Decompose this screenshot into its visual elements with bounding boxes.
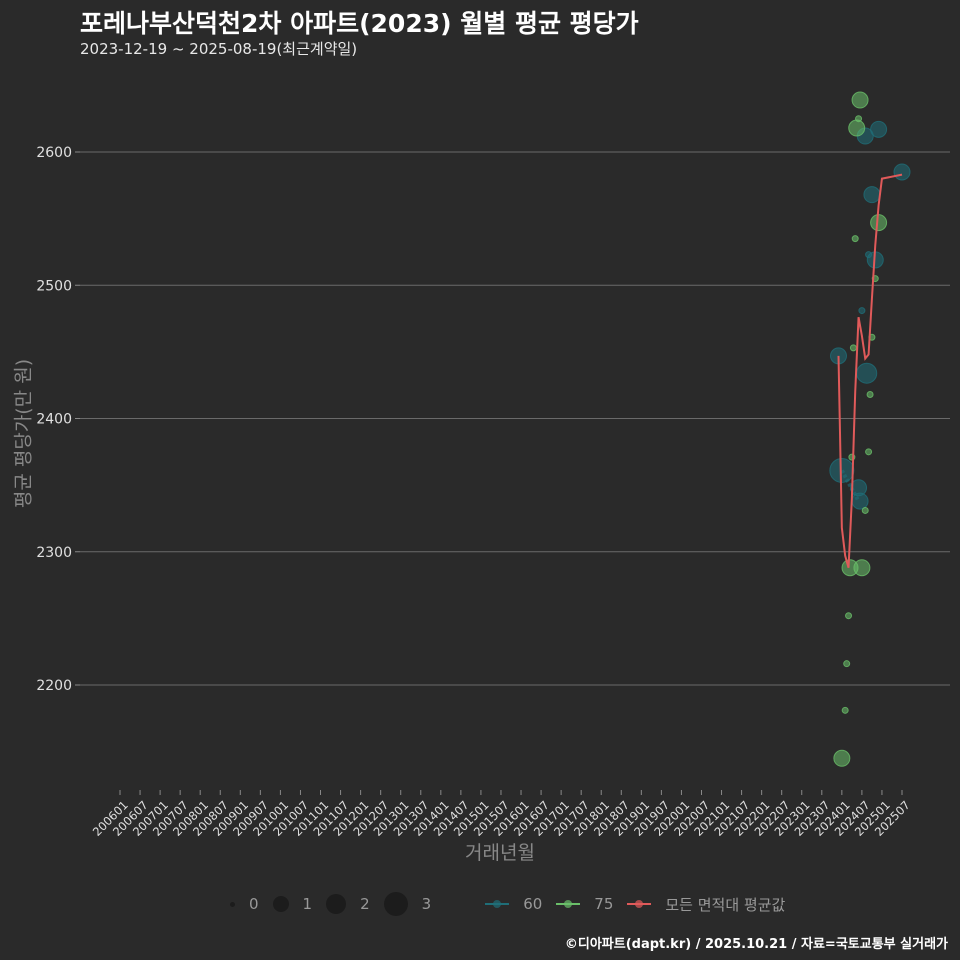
chart-subtitle: 2023-12-19 ~ 2025-08-19(최근계약일) — [80, 40, 358, 58]
y-tick-label: 2500 — [36, 278, 72, 294]
legend-size-2: 2 — [326, 894, 370, 914]
data-point — [861, 506, 869, 514]
average-line — [837, 173, 903, 569]
data-point — [849, 344, 857, 352]
data-point — [841, 706, 849, 714]
line-swatch-icon — [556, 900, 581, 908]
data-point — [851, 492, 869, 510]
legend-size-1: 1 — [272, 895, 312, 913]
data-point — [843, 660, 851, 668]
y-axis-label: 평균 평당가(만 원) — [12, 358, 35, 509]
y-tick-label: 2200 — [36, 678, 72, 694]
legend-size-0: 0 — [230, 895, 259, 913]
data-point — [856, 362, 878, 384]
legend-series-average: 모든 면적대 평균값 — [627, 894, 785, 915]
size-dot-icon — [326, 894, 347, 914]
data-point — [848, 119, 866, 137]
data-point — [870, 120, 888, 138]
data-point — [845, 612, 853, 620]
data-point — [851, 91, 869, 109]
legend-size-3: 3 — [383, 892, 431, 916]
x-axis-label: 거래년월 — [465, 842, 535, 864]
size-dot-icon — [383, 892, 408, 916]
data-point — [853, 559, 871, 577]
data-point — [855, 115, 863, 123]
data-point — [858, 307, 866, 315]
footer-credit: ©디아파트(dapt.kr) / 2025.10.21 / 자료=국토교통부 실… — [564, 937, 948, 952]
y-tick-label: 2300 — [36, 545, 72, 561]
x-axis-ticks: 2006012006072007012007072008012008072009… — [90, 790, 913, 839]
y-axis-ticks: 2200 2300 2400 2500 2600 — [36, 145, 80, 694]
data-point — [866, 391, 874, 399]
size-dot-icon — [272, 896, 289, 912]
data-point — [833, 749, 851, 767]
y-tick-label: 2600 — [36, 145, 72, 161]
data-point — [893, 163, 911, 181]
legend-series-60: 60 — [485, 895, 542, 913]
line-swatch-icon — [627, 900, 652, 908]
data-point — [863, 186, 881, 204]
line-swatch-icon — [485, 900, 510, 908]
legend-series-75: 75 — [556, 895, 613, 913]
y-tick-label: 2400 — [36, 412, 72, 428]
data-series — [829, 91, 911, 767]
data-point — [851, 235, 859, 243]
gridlines — [80, 151, 950, 686]
data-point — [865, 448, 873, 456]
legend: 0 1 2 3 60 75 모든 면적대 평균값 — [230, 892, 799, 916]
chart-title: 포레나부산덕천2차 아파트(2023) 월별 평균 평당가 — [80, 9, 639, 38]
size-dot-icon — [230, 901, 235, 907]
